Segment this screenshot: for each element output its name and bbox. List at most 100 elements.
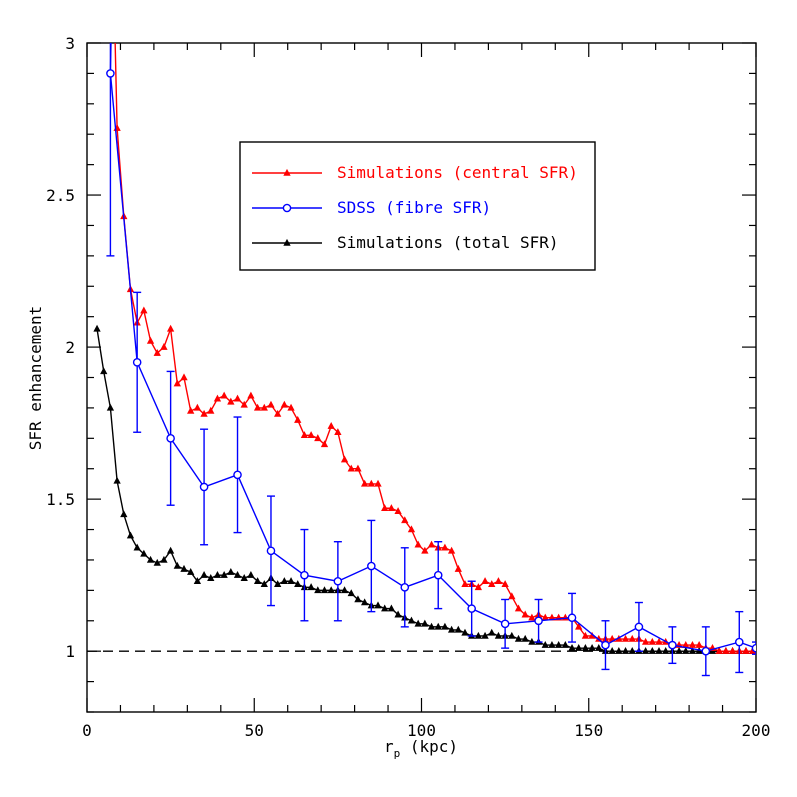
data-point	[441, 543, 449, 551]
data-point	[641, 647, 650, 654]
data-point	[742, 647, 750, 654]
data-point	[160, 555, 168, 563]
data-point	[153, 558, 161, 566]
data-point	[193, 577, 202, 584]
data-point	[414, 619, 422, 627]
data-point	[199, 482, 209, 492]
data-point	[173, 561, 181, 569]
data-point	[454, 625, 462, 633]
data-point	[133, 543, 141, 551]
data-point	[701, 646, 711, 656]
data-point	[494, 577, 503, 584]
data-point	[628, 634, 636, 642]
data-point	[93, 324, 101, 332]
data-point	[508, 631, 516, 639]
data-point	[240, 400, 248, 408]
legend-item: Simulations (total SFR)	[252, 233, 559, 252]
data-point	[528, 637, 536, 645]
legend-swatch-marker	[282, 203, 292, 213]
data-point	[648, 637, 656, 645]
data-point	[394, 507, 402, 515]
data-point	[340, 455, 349, 463]
data-point	[441, 622, 449, 630]
data-point	[200, 571, 208, 578]
legend-item: Simulations (central SFR)	[252, 163, 578, 182]
data-point	[474, 583, 483, 591]
legend-swatch-marker	[283, 168, 291, 176]
data-point	[233, 394, 242, 402]
data-point	[494, 631, 503, 639]
data-point	[367, 479, 375, 487]
data-point	[374, 601, 382, 609]
data-point	[374, 479, 382, 487]
data-point	[454, 564, 462, 572]
data-point	[668, 640, 677, 650]
x-tick-label: 200	[742, 721, 771, 740]
data-point	[347, 464, 355, 472]
data-point	[187, 406, 195, 414]
data-point	[427, 540, 436, 548]
x-axis-label-subscript: p	[394, 747, 401, 760]
data-point	[166, 434, 175, 443]
data-point	[528, 613, 536, 621]
data-point	[481, 577, 489, 584]
series-layer	[93, 43, 756, 677]
data-point	[193, 403, 202, 411]
data-point	[641, 637, 650, 645]
legend-label: Simulations (total SFR)	[337, 233, 559, 252]
data-point	[461, 580, 469, 588]
data-point	[561, 640, 569, 648]
data-point	[407, 525, 416, 533]
data-point	[334, 428, 342, 435]
data-point	[253, 403, 262, 411]
data-point	[414, 540, 422, 548]
data-point	[354, 464, 362, 472]
data-point	[106, 69, 115, 78]
x-axis-label: rp (kpc)	[384, 737, 458, 760]
data-point	[307, 583, 315, 591]
data-point	[722, 647, 730, 654]
legend-item: SDSS (fibre SFR)	[252, 198, 491, 217]
data-point	[260, 580, 268, 588]
series-line	[109, 43, 756, 652]
data-point	[247, 391, 255, 399]
data-point	[327, 422, 335, 429]
series-line	[114, 43, 753, 652]
data-point	[575, 622, 583, 630]
data-point	[213, 571, 222, 578]
data-point	[728, 647, 737, 654]
data-point	[153, 349, 161, 356]
x-tick-label: 0	[82, 721, 92, 740]
data-point	[474, 631, 483, 639]
data-point	[461, 628, 469, 636]
data-point	[588, 643, 596, 651]
data-point	[394, 610, 402, 618]
data-point	[407, 616, 416, 624]
data-point	[340, 586, 349, 594]
data-point	[220, 571, 228, 578]
data-point	[381, 604, 389, 612]
data-point	[575, 643, 583, 651]
data-point	[180, 564, 188, 572]
data-point	[662, 647, 670, 654]
data-point	[421, 546, 429, 554]
data-point	[521, 634, 529, 642]
data-point	[280, 577, 289, 584]
x-tick-label: 100	[407, 721, 436, 740]
data-point	[213, 394, 222, 402]
data-point	[120, 510, 128, 518]
data-point	[320, 586, 329, 594]
data-point	[367, 561, 376, 571]
data-point	[166, 546, 175, 554]
y-axis-label: SFR enhancement	[26, 306, 45, 451]
data-point	[675, 647, 683, 654]
data-point	[327, 586, 335, 594]
legend-label: Simulations (central SFR)	[337, 163, 578, 182]
data-point	[314, 586, 322, 594]
data-point	[508, 592, 516, 600]
data-point	[615, 647, 623, 654]
data-point	[595, 643, 603, 651]
data-point	[287, 577, 295, 584]
data-point	[227, 567, 235, 575]
data-point	[146, 555, 155, 563]
